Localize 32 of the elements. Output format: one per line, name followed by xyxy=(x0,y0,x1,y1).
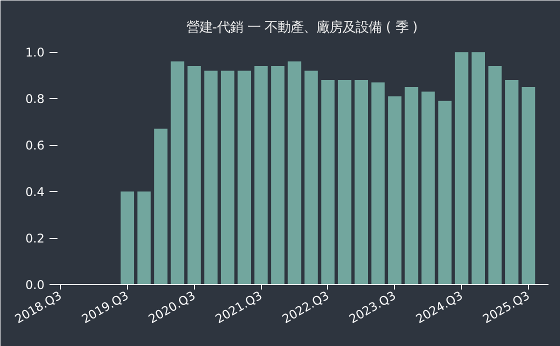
bar xyxy=(438,100,452,284)
y-tick-label: 0.2 xyxy=(25,232,45,246)
y-tick-label: 0.0 xyxy=(25,278,45,292)
y-tick-label: 0.6 xyxy=(25,138,45,153)
bar xyxy=(505,80,518,284)
bar xyxy=(154,128,168,284)
bar xyxy=(137,192,151,284)
bar xyxy=(354,80,368,284)
bar xyxy=(288,61,302,284)
bar xyxy=(170,61,184,284)
bar xyxy=(421,92,435,284)
bar xyxy=(238,70,252,284)
chart-title: 營建-代銷 一 不動產、廠房及設備 ( 季 ) xyxy=(186,20,418,36)
bar xyxy=(271,66,284,284)
y-tick-label: 0.4 xyxy=(25,185,45,200)
y-tick-label: 0.8 xyxy=(25,92,45,106)
bar xyxy=(321,80,335,284)
bar xyxy=(472,52,485,284)
bar xyxy=(254,66,268,284)
bar xyxy=(454,52,468,284)
bar xyxy=(488,66,502,284)
bar xyxy=(404,86,418,284)
bar xyxy=(522,86,536,284)
bar xyxy=(304,70,318,284)
bar xyxy=(188,66,201,284)
bar xyxy=(388,96,402,284)
bar xyxy=(120,192,134,284)
y-tick-label: 1.0 xyxy=(25,46,45,60)
bar xyxy=(338,80,352,284)
bar xyxy=(220,70,234,284)
bar xyxy=(204,70,218,284)
bar xyxy=(371,82,385,284)
